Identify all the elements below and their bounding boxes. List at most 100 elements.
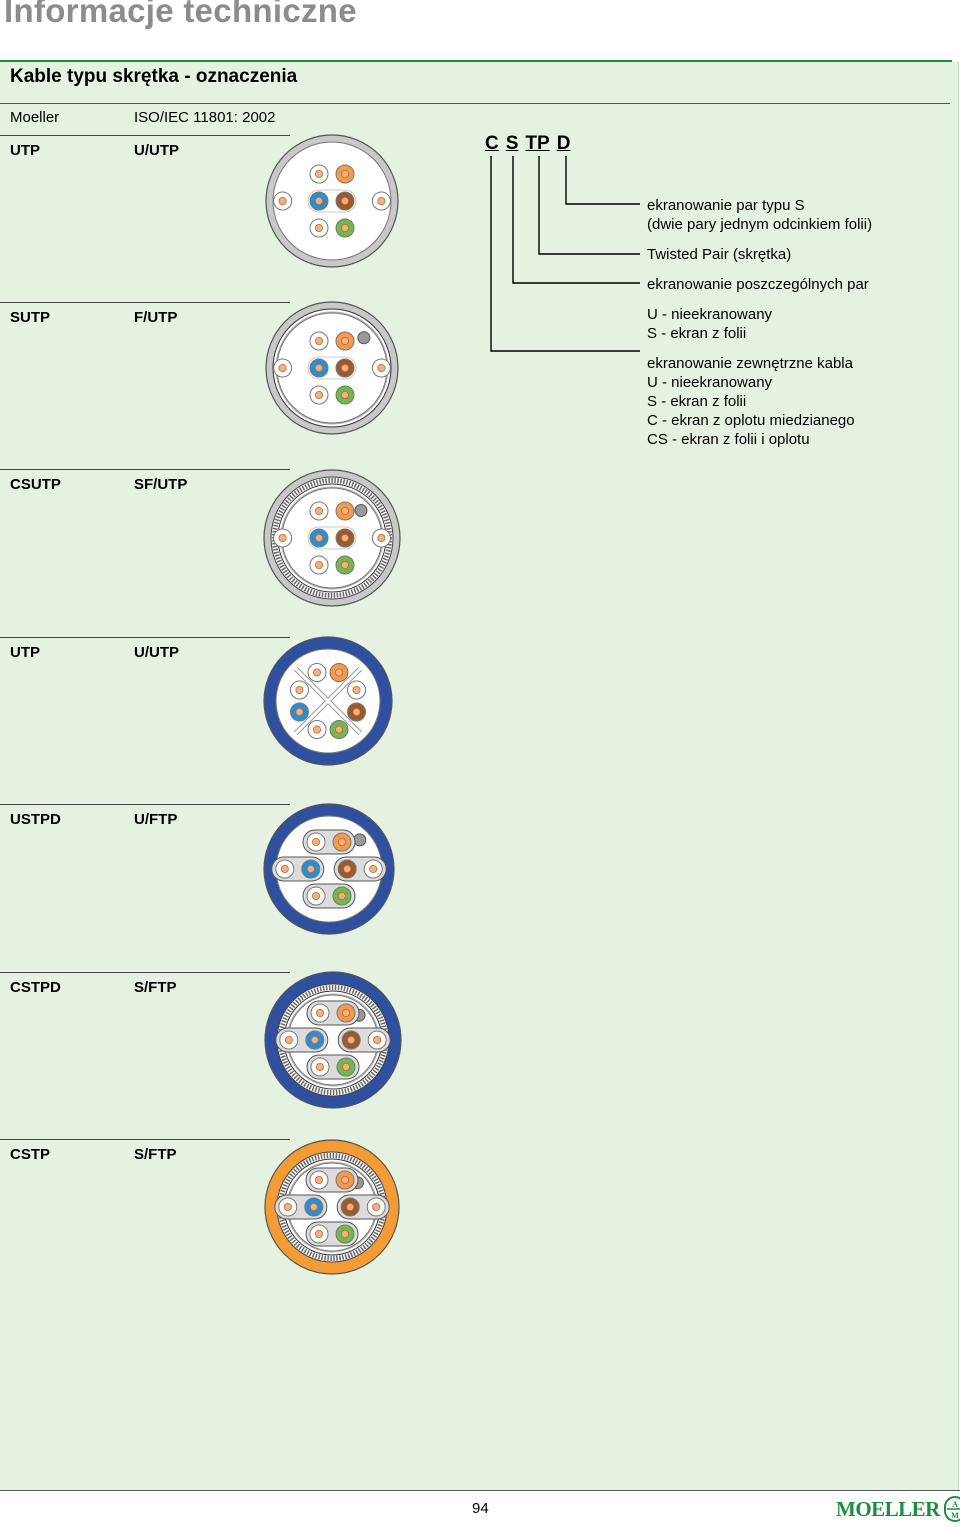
copper-core (278, 534, 287, 543)
cable-moeller-code: UTP (10, 644, 40, 661)
copper-core (338, 892, 347, 901)
copper-core (341, 534, 350, 543)
copper-core (315, 170, 324, 179)
copper-core (373, 1036, 382, 1045)
pair-outline (307, 526, 357, 550)
copper-core (341, 224, 350, 233)
copper-core (341, 337, 350, 346)
code-letter-tp: TP (525, 133, 550, 154)
cable-moeller-code: USTPD (10, 811, 61, 828)
copper-core (352, 686, 361, 695)
copper-core (352, 708, 361, 717)
cable-iso-code: U/FTP (134, 811, 178, 828)
drain-wire (354, 504, 368, 517)
core-filler (281, 487, 383, 589)
code-letter-c: C (485, 133, 499, 154)
legend-s-u: U - nieekranowany (647, 306, 773, 323)
copper-core (295, 686, 304, 695)
copper-core (341, 197, 350, 206)
cable-iso-code: S/FTP (134, 979, 177, 996)
copper-core (377, 534, 386, 543)
copper-core (278, 197, 287, 206)
legend-tp: Twisted Pair (skrętka) (647, 246, 792, 263)
cable-body (263, 636, 393, 766)
copper-core (342, 1009, 351, 1018)
cable-moeller-code: SUTP (10, 309, 51, 326)
emblem-letter-top: A (952, 1500, 958, 1509)
copper-core (310, 1036, 319, 1045)
copper-core (335, 725, 344, 734)
page-number: 94 (472, 1500, 489, 1517)
copper-core (315, 1176, 324, 1185)
copper-core (341, 170, 350, 179)
row-rule (0, 804, 290, 805)
cable-body (265, 134, 399, 268)
copper-core (377, 197, 386, 206)
legend-c-c: C - ekran z oplotu miedzianego (647, 412, 855, 429)
brand-name: MOELLER (836, 1496, 940, 1521)
title-rule (0, 60, 952, 62)
cable-iso-code: SF/UTP (134, 476, 188, 493)
copper-core (369, 865, 378, 874)
cable-body (263, 469, 401, 607)
code-letter-s: S (505, 133, 519, 154)
copper-core (341, 507, 350, 516)
cable-body (263, 803, 395, 935)
copper-core (312, 892, 321, 901)
pair-outline (307, 189, 357, 213)
cable-body (265, 301, 399, 435)
copper-core (312, 838, 321, 847)
copper-core (306, 865, 315, 874)
copper-core (315, 1230, 324, 1239)
cable-cross-section-diagram (265, 134, 399, 268)
legend-d-line1: ekranowanie par typu S (647, 197, 805, 214)
cable-body (264, 971, 402, 1109)
copper-core (315, 534, 324, 543)
copper-core (315, 364, 324, 373)
copper-core (335, 668, 344, 677)
copper-core (377, 364, 386, 373)
row-rule (0, 135, 290, 136)
cable-cross-section-diagram (265, 301, 399, 435)
copper-core (315, 561, 324, 570)
copper-core (338, 838, 347, 847)
row-rule (0, 1139, 290, 1140)
legend-d-line2: (dwie pary jednym odcinkiem folii) (647, 216, 873, 233)
cable-iso-code: U/UTP (134, 142, 179, 159)
copper-core (315, 197, 324, 206)
copper-core (343, 865, 352, 874)
copper-core (295, 708, 304, 717)
legend-c-cs: CS - ekran z folii i oplotu (647, 431, 810, 448)
cable-moeller-code: UTP (10, 142, 40, 159)
copper-core (283, 1203, 292, 1212)
cross-separator (294, 667, 362, 735)
copper-core (341, 364, 350, 373)
cable-moeller-code: CSUTP (10, 476, 61, 493)
copper-core (341, 1230, 350, 1239)
cable-cross-section-diagram (264, 971, 402, 1109)
copper-core (341, 391, 350, 400)
copper-core (341, 1176, 350, 1185)
legend-c-s: S - ekran z folii (647, 393, 747, 410)
copper-core (315, 224, 324, 233)
legend-c-title: ekranowanie zewnętrzne kabla (647, 355, 853, 372)
designation-code: C S TP D (485, 133, 577, 155)
legend-connector-lines (490, 156, 640, 352)
copper-core (313, 725, 322, 734)
cable-moeller-code: CSTPD (10, 979, 61, 996)
copper-core (315, 337, 324, 346)
legend-s-title: ekranowanie poszczególnych par (647, 276, 869, 293)
page-title: Informacje techniczne (4, 0, 357, 29)
cable-moeller-code: CSTP (10, 1146, 51, 1163)
copper-core (346, 1203, 355, 1212)
drain-wire (353, 833, 367, 847)
cable-cross-section-diagram (264, 1139, 400, 1275)
header-rule (0, 103, 950, 104)
row-rule (0, 637, 290, 638)
emblem-letter-bottom: M (951, 1511, 959, 1520)
section-title: Kable typu skrętka - oznaczenia (10, 66, 298, 87)
row-rule (0, 302, 290, 303)
copper-core (284, 1036, 293, 1045)
legend-s-s: S - ekran z folii (647, 325, 747, 342)
copper-core (316, 1009, 325, 1018)
